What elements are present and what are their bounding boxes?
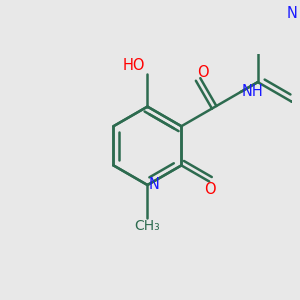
Text: N: N [148, 177, 159, 192]
Text: O: O [197, 65, 208, 80]
Text: O: O [204, 182, 216, 197]
Text: HO: HO [123, 58, 146, 73]
Text: CH₃: CH₃ [135, 219, 160, 233]
Text: N: N [286, 7, 297, 22]
Text: NH: NH [242, 84, 263, 99]
